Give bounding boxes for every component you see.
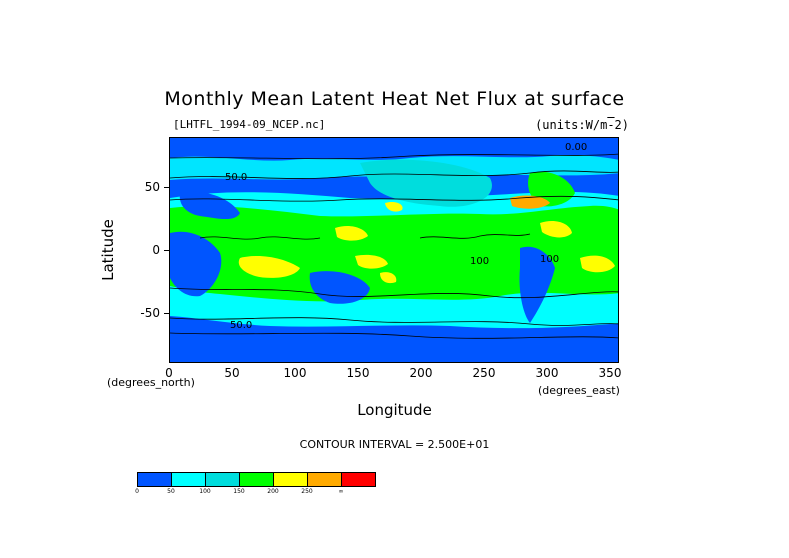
colorbar <box>137 472 376 487</box>
colorbar-swatch-0 <box>138 473 172 486</box>
contour-interval: CONTOUR INTERVAL = 2.500E+01 <box>299 438 490 451</box>
units-label: (units:W/m-2) <box>535 118 629 132</box>
colorbar-tick: 0 <box>135 488 139 495</box>
xtick-50: 50 <box>224 366 240 380</box>
svg-text:100: 100 <box>470 256 489 267</box>
plot-title: Monthly Mean Latent Heat Net Flux at sur… <box>164 88 625 110</box>
svg-text:50.0: 50.0 <box>225 172 247 183</box>
xaxis-unit: (degrees_east) <box>538 384 620 397</box>
yaxis-label: Latitude <box>99 219 117 281</box>
colorbar-tick: 250 <box>301 488 313 495</box>
colorbar-swatch-6 <box>342 473 375 486</box>
svg-text:50.0: 50.0 <box>230 320 252 331</box>
xtick-100: 100 <box>283 366 307 380</box>
xtick-0: 0 <box>165 366 173 380</box>
xtick-250: 250 <box>472 366 496 380</box>
colorbar-tick: 100 <box>199 488 211 495</box>
map-field: 0.00 50.0 100 50.0 100 <box>170 138 618 362</box>
colorbar-swatch-3 <box>240 473 274 486</box>
colorbar-swatch-4 <box>274 473 308 486</box>
svg-text:0.00: 0.00 <box>565 142 587 153</box>
file-label: [LHTFL_1994-09_NCEP.nc] <box>173 118 326 131</box>
colorbar-tick: ∞ <box>338 488 344 495</box>
xaxis-label: Longitude <box>357 401 432 419</box>
svg-text:100: 100 <box>540 254 559 265</box>
xtick-200: 200 <box>409 366 433 380</box>
xtick-150: 150 <box>346 366 370 380</box>
colorbar-swatch-2 <box>206 473 240 486</box>
ytick-0: 0 <box>152 243 160 257</box>
colorbar-tick: 200 <box>267 488 279 495</box>
colorbar-swatch-5 <box>308 473 342 486</box>
ytick-50: 50 <box>144 180 160 194</box>
xtick-300: 300 <box>535 366 559 380</box>
colorbar-tick: 150 <box>233 488 245 495</box>
colorbar-swatch-1 <box>172 473 206 486</box>
colorbar-tick: 50 <box>167 488 175 495</box>
ytick-minus50: -50 <box>140 306 160 320</box>
yaxis-unit: (degrees_north) <box>107 376 195 389</box>
flux-map: 0.00 50.0 100 50.0 100 <box>169 137 619 363</box>
xtick-350: 350 <box>598 366 622 380</box>
